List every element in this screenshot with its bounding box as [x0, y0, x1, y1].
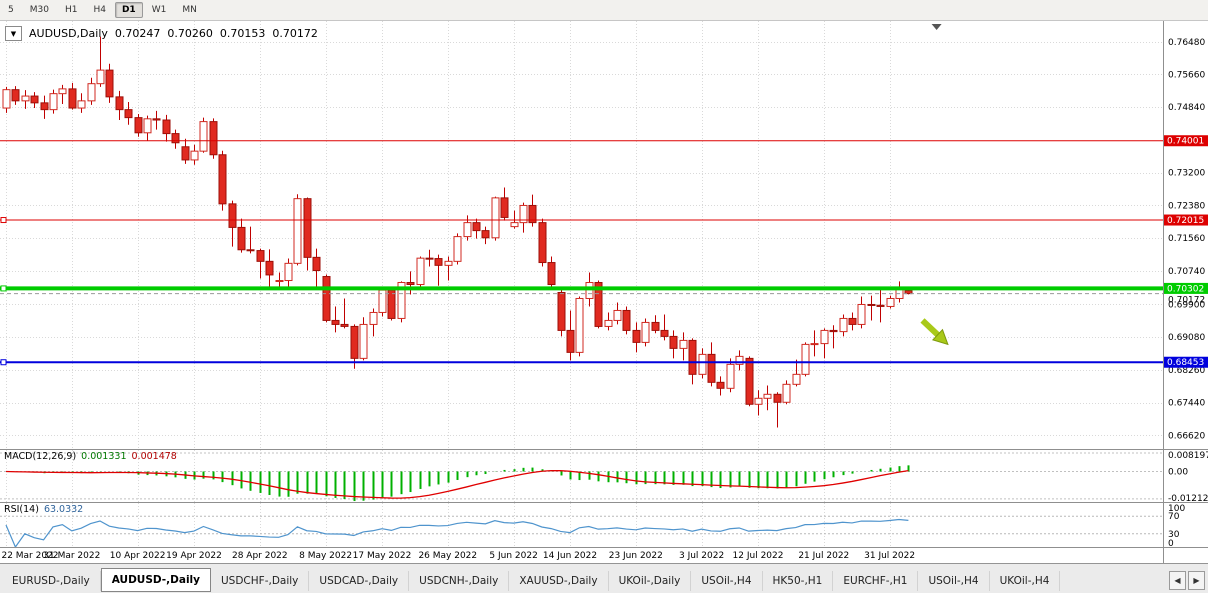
chart-canvas[interactable]: 0.76480 0.75660 0.74840 0.73200 0.72380 0.715…: [0, 21, 1208, 563]
timeframe-toolbar: 5 M30 H1 H4 D1 W1 MN: [0, 0, 1208, 21]
chart-tab-ukoil-daily[interactable]: UKOil-,Daily: [609, 571, 692, 591]
svg-text:0.67440: 0.67440: [1168, 399, 1205, 409]
horizontal-lines-layer: 0.74001 0.72015 0.70302 0.68453: [0, 135, 1208, 368]
svg-text:8 May 2022: 8 May 2022: [299, 551, 352, 561]
chart-tab-usoil-h4[interactable]: USOil-,H4: [691, 571, 763, 591]
svg-text:5 Jun 2022: 5 Jun 2022: [489, 551, 537, 561]
svg-text:0.70302: 0.70302: [1167, 284, 1204, 294]
svg-text:0.73200: 0.73200: [1168, 169, 1205, 179]
svg-text:0.66620: 0.66620: [1168, 431, 1205, 441]
svg-text:31 Mar 2022: 31 Mar 2022: [43, 551, 100, 561]
chart-tab-ukoil-h4[interactable]: UKOil-,H4: [990, 571, 1061, 591]
ohlc-open: 0.70247: [114, 27, 161, 40]
svg-text:0.00: 0.00: [1168, 467, 1188, 477]
svg-text:0.68453: 0.68453: [1167, 358, 1204, 368]
rsi-name: RSI(14): [4, 504, 39, 515]
chart-tab-usoil-h4[interactable]: USOil-,H4: [918, 571, 990, 591]
svg-text:0.74840: 0.74840: [1168, 103, 1205, 113]
chart-tab-hk50-h1[interactable]: HK50-,H1: [763, 571, 834, 591]
chart-shift-marker-icon: [931, 24, 942, 30]
svg-text:30: 30: [1168, 530, 1180, 540]
svg-text:19 Apr 2022: 19 Apr 2022: [166, 551, 222, 561]
svg-text:0.72380: 0.72380: [1168, 201, 1205, 211]
rsi-value: 63.0332: [43, 504, 84, 515]
chart-tab-usdcad-daily[interactable]: USDCAD-,Daily: [309, 571, 410, 591]
svg-text:0.68260: 0.68260: [1168, 366, 1205, 376]
chart-tab-usdchf-daily[interactable]: USDCHF-,Daily: [211, 571, 310, 591]
svg-text:21 Jul 2022: 21 Jul 2022: [798, 551, 849, 561]
price-axis-labels: 0.76480 0.75660 0.74840 0.73200 0.72380 0.715…: [1168, 38, 1205, 442]
chart-dropdown-icon[interactable]: ▼: [5, 26, 22, 41]
timeframe-button-h4[interactable]: H4: [93, 5, 106, 15]
ohlc-high: 0.70260: [167, 27, 213, 40]
tab-scroll-controls: ◀ ▶: [1169, 571, 1205, 590]
macd-main-value: 0.001331: [81, 451, 127, 462]
svg-text:0.75660: 0.75660: [1168, 71, 1205, 81]
chart-tab-usdcnh-daily[interactable]: USDCNH-,Daily: [409, 571, 510, 591]
svg-text:0.69080: 0.69080: [1168, 333, 1205, 343]
macd-signal-value: 0.001478: [131, 451, 177, 462]
svg-text:10 Apr 2022: 10 Apr 2022: [110, 551, 166, 561]
svg-text:3 Jul 2022: 3 Jul 2022: [679, 551, 724, 561]
svg-text:0.74001: 0.74001: [1167, 137, 1204, 147]
macd-indicator-label: MACD(12,26,9) 0.001331 0.001478: [4, 451, 177, 462]
timeframe-button-h1[interactable]: H1: [64, 5, 78, 15]
svg-text:17 May 2022: 17 May 2022: [353, 551, 412, 561]
timeframe-button-d1[interactable]: D1: [114, 2, 143, 18]
svg-text:0: 0: [1168, 539, 1174, 549]
chart-tab-eurchf-h1[interactable]: EURCHF-,H1: [833, 571, 919, 591]
timeframe-button-5[interactable]: 5: [8, 5, 14, 15]
chart-tab-xauusd-daily[interactable]: XAUUSD-,Daily: [509, 571, 609, 591]
svg-text:0.70172: 0.70172: [1168, 295, 1205, 305]
timeframe-button-w1[interactable]: W1: [151, 5, 167, 15]
svg-text:28 Apr 2022: 28 Apr 2022: [232, 551, 288, 561]
tabs-scroll-left-icon[interactable]: ◀: [1169, 571, 1186, 590]
macd-name: MACD(12,26,9): [4, 451, 77, 462]
panel-separators: [0, 21, 1208, 563]
svg-text:100: 100: [1168, 504, 1185, 514]
grid-layer: [0, 21, 1163, 547]
rsi-indicator-label: RSI(14) 63.0332: [4, 504, 83, 515]
svg-text:22 Mar 2022: 22 Mar 2022: [1, 551, 58, 561]
svg-text:0.71560: 0.71560: [1168, 234, 1205, 244]
chart-tab-bar: EURUSD-,Daily AUDUSD-,Daily USDCHF-,Daily U…: [0, 563, 1208, 593]
svg-text:0.72015: 0.72015: [1167, 216, 1204, 226]
chart-tabs: EURUSD-,Daily AUDUSD-,Daily USDCHF-,Daily U…: [0, 568, 1061, 593]
ohlc-close: 0.70172: [272, 27, 318, 40]
svg-text:12 Jul 2022: 12 Jul 2022: [733, 551, 784, 561]
down-right-arrow-annotation[interactable]: [920, 318, 949, 346]
svg-text:70: 70: [1168, 512, 1180, 522]
timeframe-button-mn[interactable]: MN: [182, 5, 197, 15]
svg-text:0.69900: 0.69900: [1168, 300, 1205, 310]
chart-tab-eurusd-daily[interactable]: EURUSD-,Daily: [2, 571, 101, 591]
ohlc-low: 0.70153: [219, 27, 266, 40]
svg-text:31 Jul 2022: 31 Jul 2022: [864, 551, 915, 561]
chart-tab-audusd-daily[interactable]: AUDUSD-,Daily: [100, 568, 211, 592]
timeframe-button-m30[interactable]: M30: [29, 5, 49, 15]
tabs-scroll-right-icon[interactable]: ▶: [1188, 571, 1205, 590]
svg-text:23 Jun 2022: 23 Jun 2022: [609, 551, 663, 561]
chart-title: ▼ AUDUSD,Daily 0.70247 0.70260 0.70153 0…: [5, 26, 318, 41]
svg-text:0.76480: 0.76480: [1168, 38, 1205, 48]
svg-text:26 May 2022: 26 May 2022: [418, 551, 477, 561]
candles-layer: [2, 36, 913, 428]
chart-area: 0.76480 0.75660 0.74840 0.73200 0.72380 0.715…: [0, 21, 1208, 563]
svg-text:0.70740: 0.70740: [1168, 267, 1205, 277]
svg-text:14 Jun 2022: 14 Jun 2022: [543, 551, 597, 561]
chart-symbol-label: AUDUSD,Daily: [29, 27, 108, 40]
bid-line-layer: 0.70172: [0, 293, 1205, 305]
svg-text:0.008197: 0.008197: [1168, 451, 1208, 461]
